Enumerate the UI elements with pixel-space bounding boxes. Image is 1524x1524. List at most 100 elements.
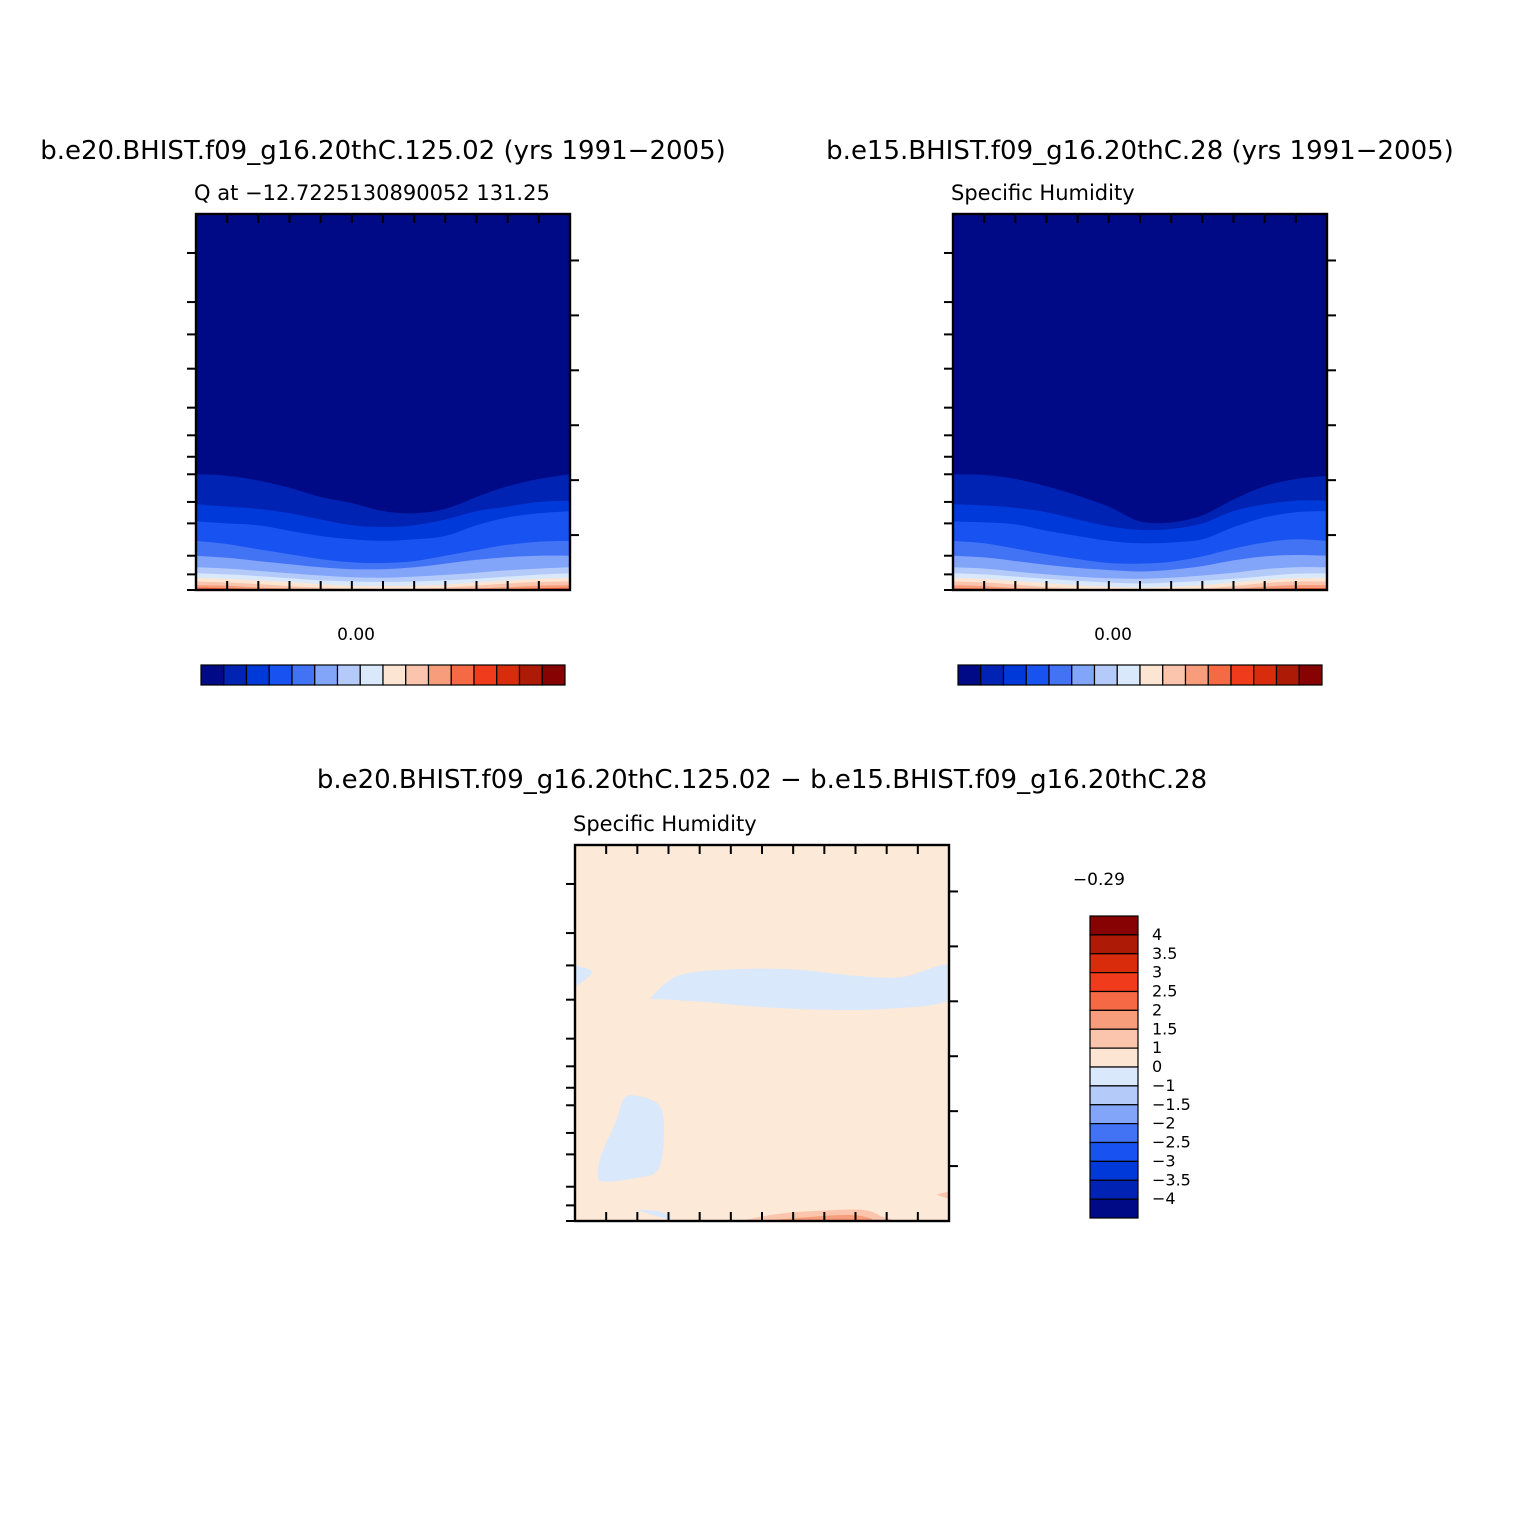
colorbar-swatch xyxy=(1139,664,1164,686)
chart-subtitle-left: Specific Humidity xyxy=(951,181,1135,205)
x-axis xyxy=(574,845,950,1221)
colorbar-swatch xyxy=(405,664,430,686)
colorbar-label: 3.5 xyxy=(1152,944,1177,963)
colorbar-swatch xyxy=(1089,1047,1139,1068)
stats-line: 0.00 xyxy=(337,625,375,645)
min-value: 0.00 xyxy=(1094,625,1132,645)
contour-negative-region xyxy=(575,965,593,986)
colorbar-swatch xyxy=(268,664,293,686)
y-axis-right xyxy=(570,259,579,537)
colorbar xyxy=(200,664,566,686)
colorbar-swatch xyxy=(518,664,543,686)
plot-area xyxy=(953,214,1327,590)
colorbar-swatch xyxy=(1093,664,1118,686)
colorbar-swatch xyxy=(1230,664,1255,686)
colorbar-swatch xyxy=(200,664,225,686)
colorbar-swatch xyxy=(1298,664,1323,686)
colorbar-swatch xyxy=(1207,664,1232,686)
colorbar-swatch xyxy=(1071,664,1096,686)
colorbar-swatch xyxy=(473,664,498,686)
colorbar-swatch xyxy=(1089,1141,1139,1162)
y-axis-left xyxy=(566,882,575,1222)
colorbar-label: −2.5 xyxy=(1152,1133,1191,1152)
chart-subtitle-left: Q at −12.7225130890052 131.25 xyxy=(194,181,550,205)
colorbar-swatch xyxy=(1025,664,1050,686)
colorbar-swatch xyxy=(980,664,1005,686)
colorbar-swatch xyxy=(1089,972,1139,993)
y-axis-left xyxy=(187,251,196,591)
colorbar-label: −3 xyxy=(1152,1151,1176,1170)
contour-negative-region xyxy=(635,1209,672,1220)
x-axis xyxy=(195,214,571,590)
y-axis-right xyxy=(1327,259,1336,537)
contour-positive-region xyxy=(762,1215,873,1221)
colorbar-swatch xyxy=(1116,664,1141,686)
colorbar-swatch xyxy=(1089,1028,1139,1049)
stats-line: 0.00 xyxy=(1094,625,1132,645)
colorbar-swatch xyxy=(1089,1009,1139,1030)
colorbar-swatch xyxy=(1089,1160,1139,1181)
x-axis xyxy=(952,214,1328,590)
colorbar-label: 2 xyxy=(1152,1000,1162,1019)
colorbar-swatch xyxy=(1089,934,1139,955)
colorbar-label: 3 xyxy=(1152,963,1162,982)
min-value: 0.00 xyxy=(337,625,375,645)
colorbar-swatch xyxy=(1089,1179,1139,1200)
colorbar: 43.532.521.510−1−1.5−2−2.5−3−3.5−4 xyxy=(1089,915,1191,1219)
colorbar-swatch xyxy=(957,664,982,686)
colorbar-swatch xyxy=(1184,664,1209,686)
colorbar-label: −3.5 xyxy=(1152,1170,1191,1189)
y-axis-left xyxy=(944,251,953,591)
chart-title: b.e15.BHIST.f09_g16.20thC.28 (yrs 1991−2… xyxy=(826,136,1454,166)
stats-line: −0.29 xyxy=(1073,870,1125,890)
colorbar xyxy=(957,664,1323,686)
chart-panel-3: b.e20.BHIST.f09_g16.20thC.125.02 − b.e15… xyxy=(317,765,1207,1223)
colorbar-swatch xyxy=(223,664,248,686)
colorbar-swatch xyxy=(1089,1123,1139,1144)
colorbar-swatch xyxy=(1048,664,1073,686)
colorbar-swatch xyxy=(496,664,521,686)
chart-title: b.e20.BHIST.f09_g16.20thC.125.02 − b.e15… xyxy=(317,765,1207,795)
colorbar-label: 2.5 xyxy=(1152,982,1177,1001)
colorbar-swatch xyxy=(1089,953,1139,974)
colorbar-swatch xyxy=(1089,990,1139,1011)
colorbar-swatch xyxy=(336,664,361,686)
colorbar-swatch xyxy=(1253,664,1278,686)
colorbar-label: −2 xyxy=(1152,1114,1176,1133)
colorbar-swatch xyxy=(450,664,475,686)
colorbar-swatch xyxy=(359,664,384,686)
colorbar-swatch xyxy=(382,664,407,686)
plot-area xyxy=(575,845,949,1221)
colorbar-label: −4 xyxy=(1152,1189,1176,1208)
min-value: −0.29 xyxy=(1073,870,1125,890)
colorbar-swatch xyxy=(1089,1104,1139,1125)
colorbar-swatch xyxy=(1275,664,1300,686)
colorbar-label: 1.5 xyxy=(1152,1019,1177,1038)
chart-panel-1: b.e20.BHIST.f09_g16.20thC.125.02 (yrs 19… xyxy=(40,136,726,686)
colorbar-swatch xyxy=(291,664,316,686)
colorbar-swatch xyxy=(1089,915,1139,936)
contour-negative-region xyxy=(597,1095,664,1182)
colorbar-swatch xyxy=(1089,1198,1139,1219)
colorbar-label: 1 xyxy=(1152,1038,1162,1057)
colorbar-swatch xyxy=(427,664,452,686)
chart-panel-2: b.e15.BHIST.f09_g16.20thC.28 (yrs 1991−2… xyxy=(826,136,1454,686)
chart-title: b.e20.BHIST.f09_g16.20thC.125.02 (yrs 19… xyxy=(40,136,726,166)
colorbar-swatch xyxy=(1002,664,1027,686)
colorbar-swatch xyxy=(1089,1066,1139,1087)
colorbar-swatch xyxy=(541,664,566,686)
colorbar-label: −1.5 xyxy=(1152,1095,1191,1114)
colorbar-swatch xyxy=(1162,664,1187,686)
contour-positive-region xyxy=(936,1191,949,1199)
y-axis-right xyxy=(949,890,958,1168)
plot-area xyxy=(196,214,570,590)
colorbar-label: 4 xyxy=(1152,925,1162,944)
colorbar-swatch xyxy=(314,664,339,686)
chart-subtitle-left: Specific Humidity xyxy=(573,812,757,836)
colorbar-label: −1 xyxy=(1152,1076,1176,1095)
colorbar-label: 0 xyxy=(1152,1057,1162,1076)
contour-negative-region xyxy=(649,964,949,1011)
colorbar-swatch xyxy=(1089,1085,1139,1106)
colorbar-swatch xyxy=(245,664,270,686)
